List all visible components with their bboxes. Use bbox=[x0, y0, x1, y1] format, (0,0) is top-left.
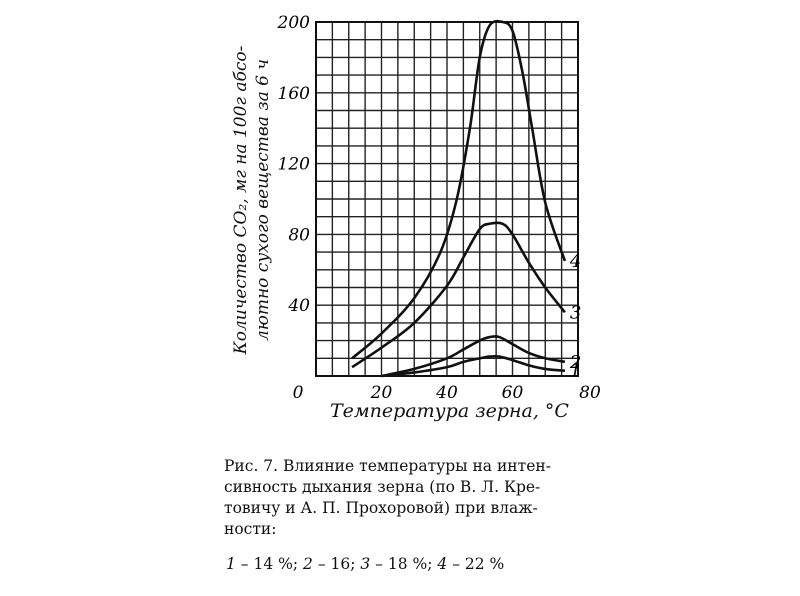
figure-caption: Рис. 7. Влияние температуры на интен- си… bbox=[224, 456, 604, 540]
x-tick-label: 0 bbox=[293, 383, 304, 403]
x-axis-label: Температура зерна, °С bbox=[330, 400, 569, 422]
y-tick-label: 40 bbox=[287, 296, 310, 316]
series-line-1 bbox=[381, 354, 566, 378]
y-axis-label: Количество CO₂, мг на 100г абсо- лютно с… bbox=[222, 20, 282, 380]
series-line-3 bbox=[351, 221, 566, 369]
humidity-legend: 1 – 14 %; 2 – 16; 3 – 18 %; 4 – 22 % bbox=[226, 555, 504, 573]
legend-num-3: 3 bbox=[360, 555, 371, 573]
caption-line-2: сивность дыхания зерна (по В. Л. Кре- bbox=[224, 478, 541, 496]
legend-text-2: – 16; bbox=[312, 555, 361, 573]
x-tick-label: 80 bbox=[579, 383, 601, 403]
y-tick-label: 120 bbox=[278, 155, 311, 175]
legend-text-4: – 22 % bbox=[447, 555, 505, 573]
y-axis-label-line-1: Количество CO₂, мг на 100г абсо- bbox=[231, 45, 251, 355]
y-axis-label-line-2: лютно сухого вещества за 6 ч bbox=[253, 59, 273, 341]
caption-line-4: ности: bbox=[224, 520, 277, 538]
legend-num-1: 1 bbox=[226, 555, 236, 573]
series-label-1: 1 bbox=[570, 361, 581, 382]
legend-text-3: – 18 %; bbox=[370, 555, 438, 573]
series-label-4: 4 bbox=[569, 251, 581, 272]
x-tick-label: 60 bbox=[502, 383, 524, 403]
plot-frame bbox=[315, 21, 579, 377]
legend-num-2: 2 bbox=[303, 555, 313, 573]
x-tick-label: 40 bbox=[435, 383, 458, 403]
y-tick-label: 200 bbox=[277, 13, 311, 33]
series-label-3: 3 bbox=[570, 302, 581, 323]
caption-line-3: товичу и А. П. Прохоровой) при влаж- bbox=[224, 499, 538, 517]
series-label-2: 2 bbox=[569, 352, 581, 373]
y-tick-label: 160 bbox=[278, 84, 311, 104]
legend-text-1: – 14 %; bbox=[235, 555, 304, 573]
series-line-2 bbox=[381, 335, 566, 378]
y-tick-label: 80 bbox=[288, 225, 310, 245]
x-tick-label: 20 bbox=[370, 383, 393, 403]
legend-num-4: 4 bbox=[437, 555, 448, 573]
caption-line-1: Рис. 7. Влияние температуры на интен- bbox=[224, 457, 551, 475]
series-line-4 bbox=[351, 19, 567, 360]
